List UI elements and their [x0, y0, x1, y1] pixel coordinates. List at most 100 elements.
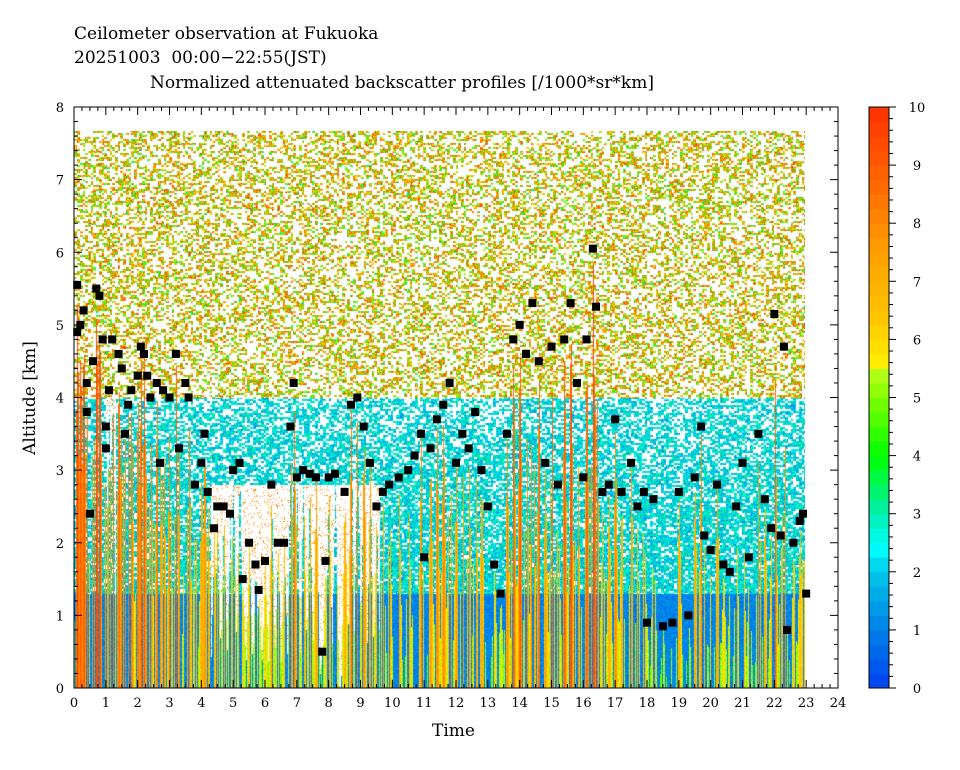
cloud-base-point: [190, 480, 199, 489]
x-tick-label: 7: [293, 696, 301, 711]
cloud-base-point: [713, 480, 722, 489]
colorbar-segment: [869, 208, 889, 224]
cloud-base-point: [225, 509, 234, 518]
cloud-base-point: [299, 466, 308, 475]
chart-title: Ceilometer observation at Fukuoka: [74, 24, 379, 44]
x-tick-label: 2: [134, 696, 142, 711]
cloud-base-point: [770, 309, 779, 318]
colorbar-segment: [869, 513, 889, 529]
cloud-base-point: [152, 378, 161, 387]
cloud-base-point: [165, 393, 174, 402]
colorbar-segment: [869, 281, 889, 297]
colorbar-segment: [869, 179, 889, 195]
x-tick-label: 1: [102, 696, 110, 711]
colorbar-segment: [869, 295, 889, 311]
cloud-base-point: [690, 473, 699, 482]
cloud-base-point: [560, 335, 569, 344]
cloud-base-point: [643, 618, 651, 627]
cloud-base-point: [82, 408, 91, 417]
x-tick-label: 11: [416, 696, 433, 711]
x-tick-label: 0: [70, 696, 78, 711]
cloud-base-point: [92, 284, 101, 293]
colorbar-segment: [869, 673, 889, 689]
cloud-base-point: [171, 349, 180, 358]
cloud-base-point: [101, 422, 110, 431]
cloud-base-point: [79, 306, 88, 315]
cloud-base-point: [366, 458, 375, 467]
cloud-base-point: [496, 589, 505, 598]
cloud-base-point: [420, 553, 429, 562]
colorbar-segment: [869, 397, 889, 413]
cloud-base-point: [124, 400, 133, 409]
x-tick-label: 10: [384, 696, 401, 711]
cloud-base-point: [582, 335, 591, 344]
cloud-base-point: [324, 473, 333, 482]
cloud-base-point: [697, 422, 706, 431]
y-tick-label: 3: [56, 464, 64, 479]
cloud-base-point: [175, 444, 184, 453]
cloud-base-point: [385, 480, 394, 489]
cloud-base-point: [98, 335, 107, 344]
x-tick-label: 5: [229, 696, 237, 711]
cloud-base-point: [553, 480, 562, 489]
x-tick-label: 14: [511, 696, 528, 711]
cloud-base-point: [738, 458, 747, 467]
cloud-base-point: [483, 502, 492, 511]
cloud-base-point: [779, 342, 788, 351]
x-tick-label: 24: [830, 696, 847, 711]
x-tick-label: 3: [165, 696, 173, 711]
cloud-base-point: [305, 469, 314, 478]
cloud-base-point: [311, 473, 320, 482]
cloud-base-point: [229, 466, 238, 475]
x-tick-label: 21: [734, 696, 751, 711]
cloud-base-point: [509, 335, 518, 344]
cloud-base-point: [471, 408, 480, 417]
cloud-base-point: [404, 466, 413, 475]
cloud-base-point: [445, 378, 454, 387]
cloud-base-point: [273, 538, 282, 547]
cloud-base-point: [579, 473, 588, 482]
cloud-base-point: [432, 415, 441, 424]
y-axis-label: Altitude [km]: [20, 341, 40, 455]
y-tick-label: 2: [56, 537, 64, 552]
y-tick-label: 1: [56, 609, 64, 624]
cloud-base-point: [372, 502, 381, 511]
cloud-base-point: [108, 335, 117, 344]
y-tick-label: 4: [56, 392, 64, 407]
colorbar-segment: [869, 615, 889, 631]
y-tick-label: 6: [56, 246, 64, 261]
cloud-base-point: [522, 349, 531, 358]
cloud-base-point: [490, 560, 499, 569]
backscatter-heatmap: [74, 131, 805, 688]
colorbar-segment: [869, 571, 889, 587]
colorbar-segment: [869, 107, 889, 123]
colorbar-segment: [869, 586, 889, 602]
cloud-base-point: [117, 364, 126, 373]
x-tick-label: 9: [356, 696, 364, 711]
cloud-base-point: [754, 429, 763, 438]
cloud-base-point: [572, 378, 581, 387]
cloud-base-point: [477, 466, 486, 475]
x-tick-label: 23: [798, 696, 815, 711]
cloud-base-point: [760, 495, 769, 504]
cloud-base-point: [776, 531, 785, 540]
colorbar-segment: [869, 339, 889, 355]
cloud-base-point: [684, 611, 693, 620]
colorbar-tick-label: 1: [913, 624, 921, 639]
cloud-base-point: [515, 320, 524, 329]
y-tick-label: 7: [56, 174, 64, 189]
colorbar-segment: [869, 557, 889, 573]
cloud-base-point: [547, 342, 556, 351]
colorbar-segment: [869, 252, 889, 268]
cloud-base-point: [155, 458, 164, 467]
x-tick-label: 15: [543, 696, 560, 711]
cloud-base-point: [410, 451, 419, 460]
x-tick-label: 18: [639, 696, 656, 711]
colorbar-segment: [869, 223, 889, 239]
cloud-base-point: [101, 444, 110, 453]
cloud-base-point: [346, 400, 355, 409]
cloud-base-point: [464, 444, 473, 453]
colorbar-segment: [869, 353, 889, 369]
cloud-base-point: [159, 386, 168, 395]
